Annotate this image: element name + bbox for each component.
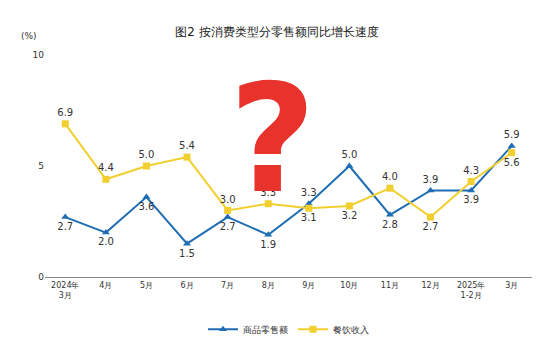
- svg-text:8月: 8月: [262, 281, 275, 290]
- svg-text:2025年1-2月: 2025年1-2月: [457, 281, 485, 300]
- svg-text:10: 10: [33, 50, 45, 60]
- svg-text:6.9: 6.9: [57, 107, 73, 118]
- svg-text:3.9: 3.9: [463, 194, 479, 205]
- svg-text:3.9: 3.9: [423, 174, 439, 185]
- svg-text:4.4: 4.4: [98, 162, 114, 173]
- svg-text:3.1: 3.1: [301, 212, 317, 223]
- svg-text:3.0: 3.0: [220, 194, 236, 205]
- svg-text:3.3: 3.3: [260, 187, 276, 198]
- svg-text:?: ?: [229, 52, 316, 226]
- svg-text:图2 按消费类型分零售额同比增长速度: 图2 按消费类型分零售额同比增长速度: [175, 25, 378, 39]
- svg-text:5.0: 5.0: [341, 149, 357, 160]
- svg-text:5.6: 5.6: [504, 157, 520, 168]
- svg-text:2.7: 2.7: [220, 221, 236, 232]
- svg-text:3月: 3月: [505, 281, 518, 290]
- svg-text:11月: 11月: [381, 281, 399, 290]
- svg-text:9月: 9月: [302, 281, 315, 290]
- svg-text:0: 0: [38, 272, 44, 282]
- svg-text:3.2: 3.2: [341, 210, 357, 221]
- svg-text:4.0: 4.0: [382, 171, 398, 182]
- svg-text:12月: 12月: [421, 281, 439, 290]
- svg-text:2024年3月: 2024年3月: [51, 281, 79, 300]
- svg-text:商品零售额: 商品零售额: [243, 325, 288, 335]
- svg-text:1.9: 1.9: [260, 239, 276, 250]
- svg-text:(%): (%): [21, 31, 37, 41]
- svg-text:5.4: 5.4: [179, 140, 195, 151]
- svg-text:10月: 10月: [340, 281, 358, 290]
- svg-text:4.3: 4.3: [463, 165, 479, 176]
- svg-text:2.7: 2.7: [423, 221, 439, 232]
- svg-text:3.6: 3.6: [139, 201, 155, 212]
- svg-text:餐饮收入: 餐饮收入: [333, 325, 369, 335]
- svg-text:1.5: 1.5: [179, 248, 195, 259]
- svg-text:2.8: 2.8: [382, 219, 398, 230]
- svg-text:5.0: 5.0: [139, 149, 155, 160]
- svg-text:6月: 6月: [180, 281, 193, 290]
- svg-text:2.7: 2.7: [57, 221, 73, 232]
- svg-text:7月: 7月: [221, 281, 234, 290]
- svg-text:2.0: 2.0: [98, 236, 114, 247]
- svg-text:4月: 4月: [99, 281, 112, 290]
- svg-text:5月: 5月: [140, 281, 153, 290]
- svg-text:5: 5: [38, 161, 44, 171]
- svg-text:5.9: 5.9: [504, 129, 520, 140]
- svg-text:3.3: 3.3: [301, 187, 317, 198]
